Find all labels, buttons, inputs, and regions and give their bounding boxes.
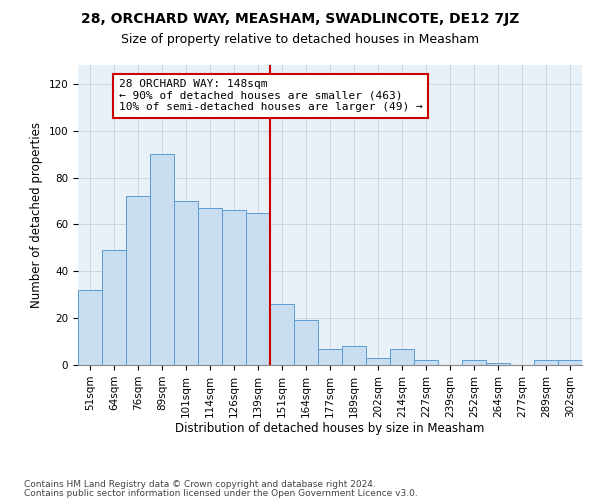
Bar	[318, 348, 342, 365]
Bar	[366, 358, 390, 365]
Bar	[534, 360, 558, 365]
Bar	[390, 348, 414, 365]
Bar	[126, 196, 150, 365]
Bar	[198, 208, 222, 365]
Text: 28 ORCHARD WAY: 148sqm
← 90% of detached houses are smaller (463)
10% of semi-de: 28 ORCHARD WAY: 148sqm ← 90% of detached…	[119, 79, 422, 112]
Bar	[294, 320, 318, 365]
Bar	[270, 304, 294, 365]
Bar	[558, 360, 582, 365]
Bar	[174, 201, 198, 365]
Y-axis label: Number of detached properties: Number of detached properties	[30, 122, 43, 308]
Text: Contains HM Land Registry data © Crown copyright and database right 2024.: Contains HM Land Registry data © Crown c…	[24, 480, 376, 489]
Text: Contains public sector information licensed under the Open Government Licence v3: Contains public sector information licen…	[24, 489, 418, 498]
X-axis label: Distribution of detached houses by size in Measham: Distribution of detached houses by size …	[175, 422, 485, 436]
Bar	[462, 360, 486, 365]
Bar	[222, 210, 246, 365]
Bar	[342, 346, 366, 365]
Text: 28, ORCHARD WAY, MEASHAM, SWADLINCOTE, DE12 7JZ: 28, ORCHARD WAY, MEASHAM, SWADLINCOTE, D…	[81, 12, 519, 26]
Bar	[102, 250, 126, 365]
Bar	[486, 362, 510, 365]
Bar	[246, 212, 270, 365]
Bar	[414, 360, 438, 365]
Text: Size of property relative to detached houses in Measham: Size of property relative to detached ho…	[121, 32, 479, 46]
Bar	[78, 290, 102, 365]
Bar	[150, 154, 174, 365]
